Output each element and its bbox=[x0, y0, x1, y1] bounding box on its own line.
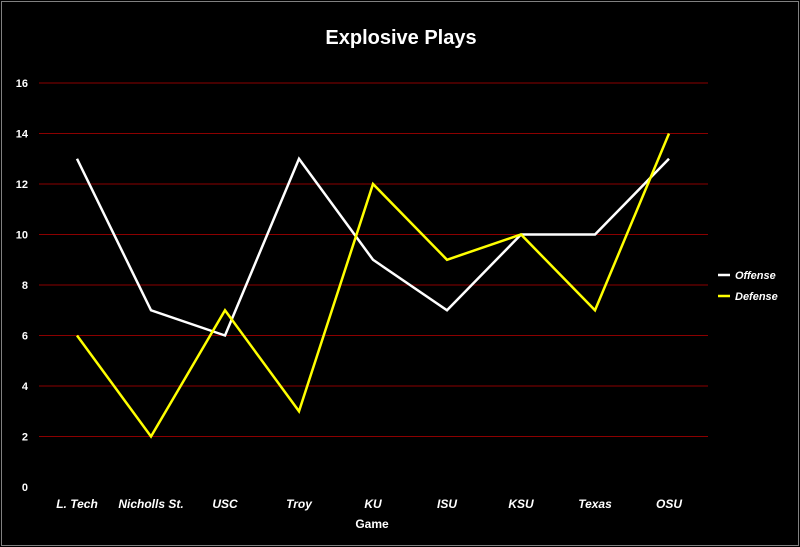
legend-label: Offense bbox=[735, 270, 776, 282]
series-line-offense bbox=[75, 156, 670, 338]
x-category-label: Troy bbox=[286, 497, 313, 511]
y-tick-label: 8 bbox=[22, 280, 28, 292]
y-tick-label: 10 bbox=[16, 230, 28, 242]
series-lines bbox=[75, 133, 671, 439]
y-tick-label: 14 bbox=[16, 129, 29, 141]
x-category-label: USC bbox=[212, 497, 238, 511]
series-line-defense bbox=[75, 133, 671, 439]
y-axis-ticks: 0 2 4 6 8 10 12 14 16 bbox=[16, 78, 29, 494]
x-category-label: ISU bbox=[437, 497, 457, 511]
x-category-label: Nicholls St. bbox=[118, 497, 183, 511]
legend: Offense Defense bbox=[718, 270, 778, 303]
y-tick-label: 0 bbox=[22, 482, 28, 494]
x-category-label: KU bbox=[364, 497, 382, 511]
y-tick-label: 6 bbox=[22, 331, 28, 343]
x-category-label: KSU bbox=[508, 497, 534, 511]
x-axis-label: Game bbox=[355, 517, 389, 531]
y-tick-label: 4 bbox=[22, 381, 29, 393]
x-axis-categories: L. Tech Nicholls St. USC Troy KU ISU KSU Texas O… bbox=[56, 497, 682, 511]
x-category-label: Texas bbox=[578, 497, 612, 511]
legend-label: Defense bbox=[735, 291, 778, 303]
y-tick-label: 12 bbox=[16, 179, 28, 191]
chart-title: Explosive Plays bbox=[325, 27, 476, 49]
y-tick-label: 2 bbox=[22, 432, 28, 444]
y-tick-label: 16 bbox=[16, 78, 28, 90]
x-category-label: L. Tech bbox=[56, 497, 98, 511]
x-category-label: OSU bbox=[656, 497, 682, 511]
